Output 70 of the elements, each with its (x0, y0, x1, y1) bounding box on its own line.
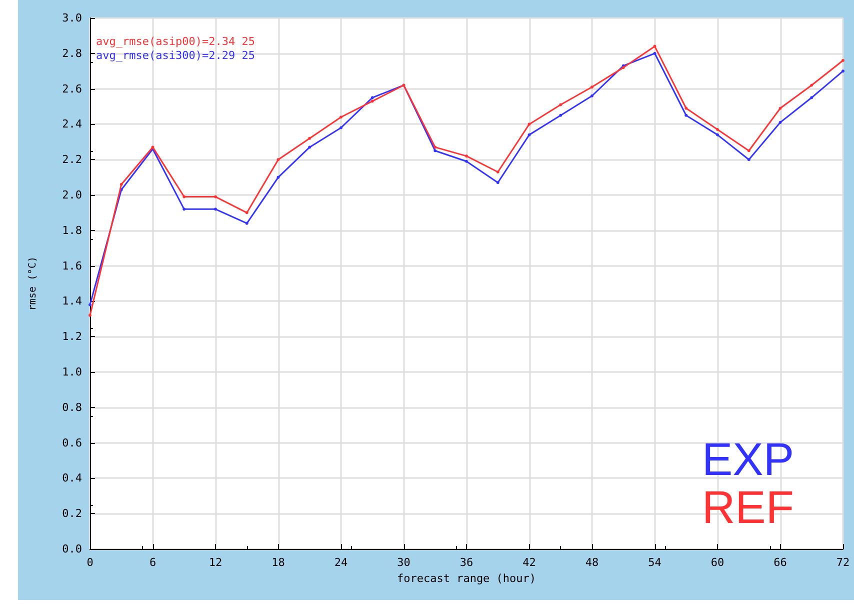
point (214, 195, 217, 198)
point (434, 146, 437, 149)
point (276, 176, 280, 179)
y-axis-title: rmse (°C) (28, 256, 38, 311)
x-tick-label: 18 (272, 556, 285, 569)
point (340, 126, 342, 130)
point (778, 120, 782, 124)
point (88, 303, 92, 306)
point (496, 170, 500, 174)
x-tick-label: 66 (774, 556, 787, 569)
point (590, 94, 594, 98)
x-tick-label: 72 (836, 556, 850, 569)
y-tick-label: 0.4 (62, 472, 82, 485)
point (684, 106, 688, 110)
y-tick-label: 1.6 (62, 259, 82, 272)
point (559, 103, 562, 106)
point (842, 70, 844, 73)
point (559, 114, 562, 117)
y-tick-label: 2.6 (62, 82, 82, 96)
point (370, 100, 374, 103)
x-axis-title: forecast range (hour) (396, 572, 536, 585)
point (245, 211, 248, 214)
y-tick-label: 0.2 (62, 507, 82, 520)
point (340, 116, 342, 119)
y-tick-label: 2.0 (62, 188, 82, 202)
point (276, 158, 280, 162)
annotation: avg_rmse(asip00)=2.34 25 (96, 35, 255, 48)
x-tick-label: 54 (648, 556, 662, 569)
x-tick-label: 0 (86, 556, 94, 569)
point (842, 58, 844, 62)
x-tick-label: 48 (585, 556, 599, 569)
point (716, 133, 719, 136)
y-tick-label: 1.2 (62, 330, 82, 344)
point (182, 195, 186, 198)
point (496, 181, 500, 184)
point (370, 96, 374, 100)
y-tick-label: 1.0 (62, 366, 82, 378)
point (434, 149, 437, 152)
x-tick-label: 60 (710, 556, 724, 569)
point (308, 146, 312, 149)
point (778, 106, 782, 110)
y-tick-label: 0.0 (62, 542, 82, 556)
point (747, 158, 750, 162)
y-tick-label: 1.8 (62, 224, 82, 237)
point (465, 160, 468, 163)
point (810, 96, 814, 100)
y-tick-label: 1.4 (62, 294, 82, 308)
x-tick-label: 12 (208, 556, 222, 569)
y-tick-label: 0.8 (62, 400, 82, 414)
x-tick-label: 30 (397, 556, 410, 569)
x-tick-label: 42 (522, 556, 536, 569)
y-tick-label: 0.6 (62, 436, 82, 450)
point (245, 222, 248, 225)
point (308, 136, 312, 140)
point (810, 84, 814, 87)
point (182, 208, 186, 211)
y-tick-label: 2.2 (62, 153, 82, 166)
y-tick-label: 2.8 (62, 46, 82, 60)
x-tick-label: 6 (149, 556, 156, 569)
annotation: avg_rmse(asi300)=2.29 25 (96, 49, 255, 62)
point (653, 52, 656, 55)
point (120, 182, 123, 186)
x-tick-label: 24 (334, 556, 348, 569)
point (88, 314, 92, 317)
point (465, 154, 468, 158)
point (214, 208, 217, 211)
x-tick-label: 36 (460, 556, 474, 569)
point (684, 114, 688, 117)
y-tick-label: 2.4 (62, 118, 82, 131)
y-tick-label: 3.0 (62, 12, 82, 24)
